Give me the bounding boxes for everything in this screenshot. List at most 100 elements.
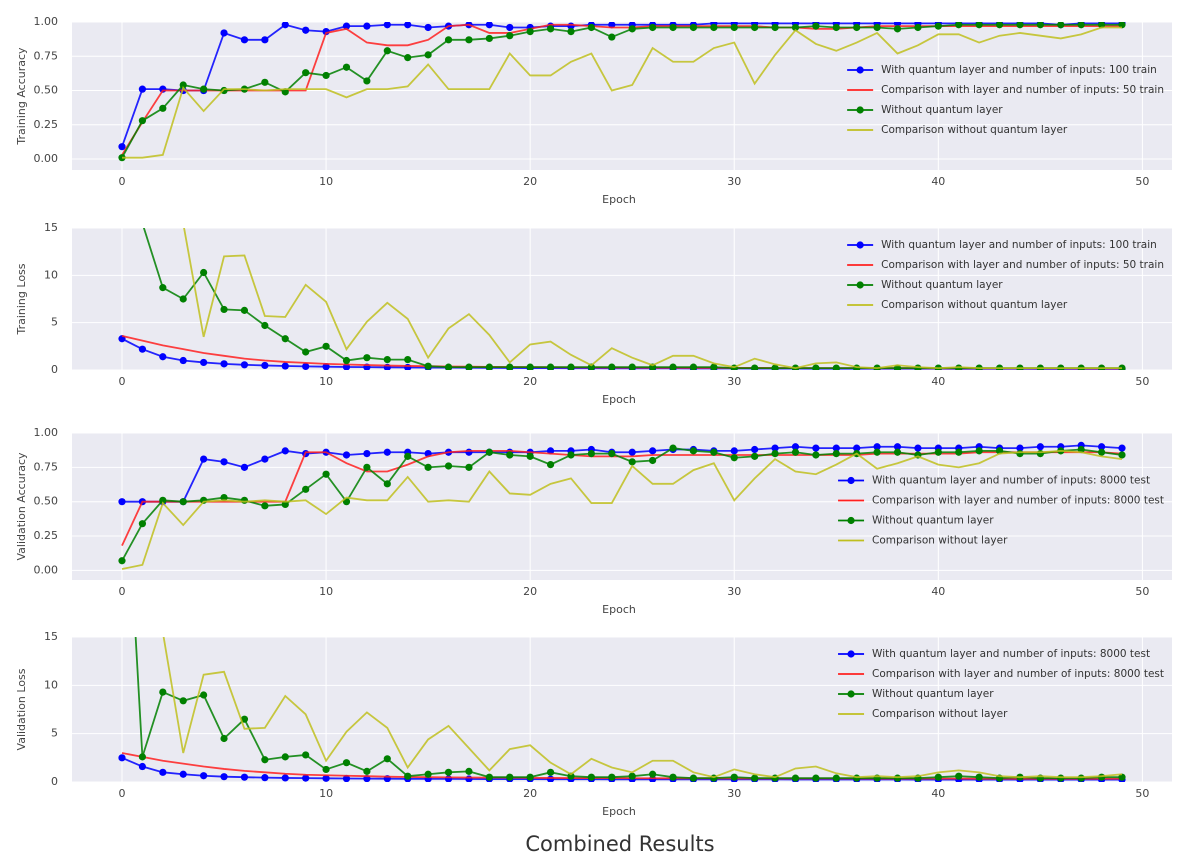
series-line xyxy=(121,23,1122,156)
subplot: 0 10 20 30 40 50 0 5 10 15 Epoch Training Loss With … xyxy=(15,221,1172,406)
x-axis-label: Epoch xyxy=(602,393,636,406)
series-marker xyxy=(281,774,289,782)
series-marker xyxy=(200,772,208,780)
series-marker xyxy=(587,773,595,781)
series-marker xyxy=(220,29,228,37)
series-marker xyxy=(322,363,330,370)
series-marker xyxy=(812,774,820,782)
series-marker xyxy=(404,452,412,460)
series-marker xyxy=(955,448,963,456)
series-marker xyxy=(526,452,534,460)
series-marker xyxy=(363,767,371,775)
legend-marker xyxy=(856,241,864,249)
series-marker xyxy=(751,445,759,454)
series-marker xyxy=(200,691,208,699)
x-tick-label: 0 xyxy=(119,375,126,388)
figure-title: Combined Results xyxy=(525,832,714,855)
legend: With quantum layer and number of inputs:… xyxy=(847,239,1164,311)
series-marker xyxy=(669,444,677,452)
series-marker xyxy=(751,774,759,782)
subplot: 0 10 20 30 40 50 0.00 0.25 0.50 0.75 1.00 Epoch Vali… xyxy=(15,426,1172,616)
legend-marker xyxy=(847,690,855,698)
series-marker xyxy=(689,774,698,782)
series-marker xyxy=(955,22,963,29)
series-marker xyxy=(995,22,1004,29)
series-marker xyxy=(363,77,371,85)
series-marker xyxy=(608,363,616,370)
series-marker xyxy=(322,342,330,350)
series-marker xyxy=(465,448,473,456)
legend-label: Without quantum layer xyxy=(872,515,994,527)
series-marker xyxy=(1097,443,1106,451)
series-marker xyxy=(261,455,269,463)
series-marker xyxy=(424,23,432,32)
series-marker xyxy=(1036,450,1044,458)
legend-marker xyxy=(847,650,855,658)
series-marker xyxy=(404,363,412,370)
y-axis-label: Validation Accuracy xyxy=(15,452,28,561)
series-marker xyxy=(669,23,677,32)
series-marker xyxy=(404,54,412,62)
series-marker xyxy=(240,496,249,504)
x-tick-label: 30 xyxy=(727,175,741,188)
y-tick-label: 1.00 xyxy=(34,15,59,28)
legend-label: Comparison with layer and number of inpu… xyxy=(872,495,1164,507)
series-marker xyxy=(771,23,779,32)
series-marker xyxy=(506,32,514,40)
series-line xyxy=(183,228,1122,370)
series-marker xyxy=(628,458,636,466)
legend: With quantum layer and number of inputs:… xyxy=(838,648,1164,720)
series-marker xyxy=(1097,448,1106,456)
series-marker xyxy=(240,773,249,781)
series-marker xyxy=(200,358,208,367)
series-marker xyxy=(832,450,840,458)
legend-label: Comparison without quantum layer xyxy=(881,299,1068,311)
series-marker xyxy=(1118,451,1126,459)
series-marker xyxy=(914,23,922,32)
plot-background xyxy=(72,637,1172,782)
series-marker xyxy=(546,775,555,782)
series-marker xyxy=(240,715,249,723)
y-tick-label: 10 xyxy=(44,268,58,281)
series-marker xyxy=(322,71,330,80)
series-marker xyxy=(220,493,228,502)
legend-label: Comparison with layer and number of inpu… xyxy=(872,668,1164,680)
series-marker xyxy=(587,23,595,32)
legend-label: Comparison without layer xyxy=(872,708,1008,720)
y-tick-label: 0.25 xyxy=(34,118,59,131)
legend-marker xyxy=(856,66,864,74)
series-marker xyxy=(832,444,840,452)
series-marker xyxy=(322,774,330,782)
series-marker xyxy=(220,773,228,781)
series-marker xyxy=(179,81,187,89)
series-marker xyxy=(302,348,310,356)
series-marker xyxy=(281,335,289,343)
x-tick-label: 50 xyxy=(1135,375,1149,388)
legend-label: Without quantum layer xyxy=(872,688,994,700)
series-marker xyxy=(791,448,800,456)
x-tick-label: 50 xyxy=(1135,585,1149,598)
series-marker xyxy=(689,447,698,455)
series-marker xyxy=(261,321,269,330)
series-marker xyxy=(444,36,453,44)
series-marker xyxy=(526,363,534,370)
series-marker xyxy=(526,27,534,36)
series-marker xyxy=(424,362,432,370)
series-marker xyxy=(791,443,800,451)
x-tick-label: 20 xyxy=(523,787,537,800)
x-tick-label: 10 xyxy=(319,787,333,800)
legend-label: With quantum layer and number of inputs:… xyxy=(881,239,1157,251)
series-marker xyxy=(424,463,432,471)
series-marker xyxy=(853,774,861,782)
series-marker xyxy=(465,463,473,471)
series-marker xyxy=(546,363,555,370)
series-marker xyxy=(730,447,738,455)
legend: With quantum layer and number of inputs:… xyxy=(838,475,1164,547)
x-tick-label: 0 xyxy=(119,585,126,598)
series-marker xyxy=(1057,774,1065,782)
series-marker xyxy=(118,143,126,151)
series-marker xyxy=(567,27,575,36)
x-tick-label: 10 xyxy=(319,375,333,388)
series-marker xyxy=(159,496,167,504)
